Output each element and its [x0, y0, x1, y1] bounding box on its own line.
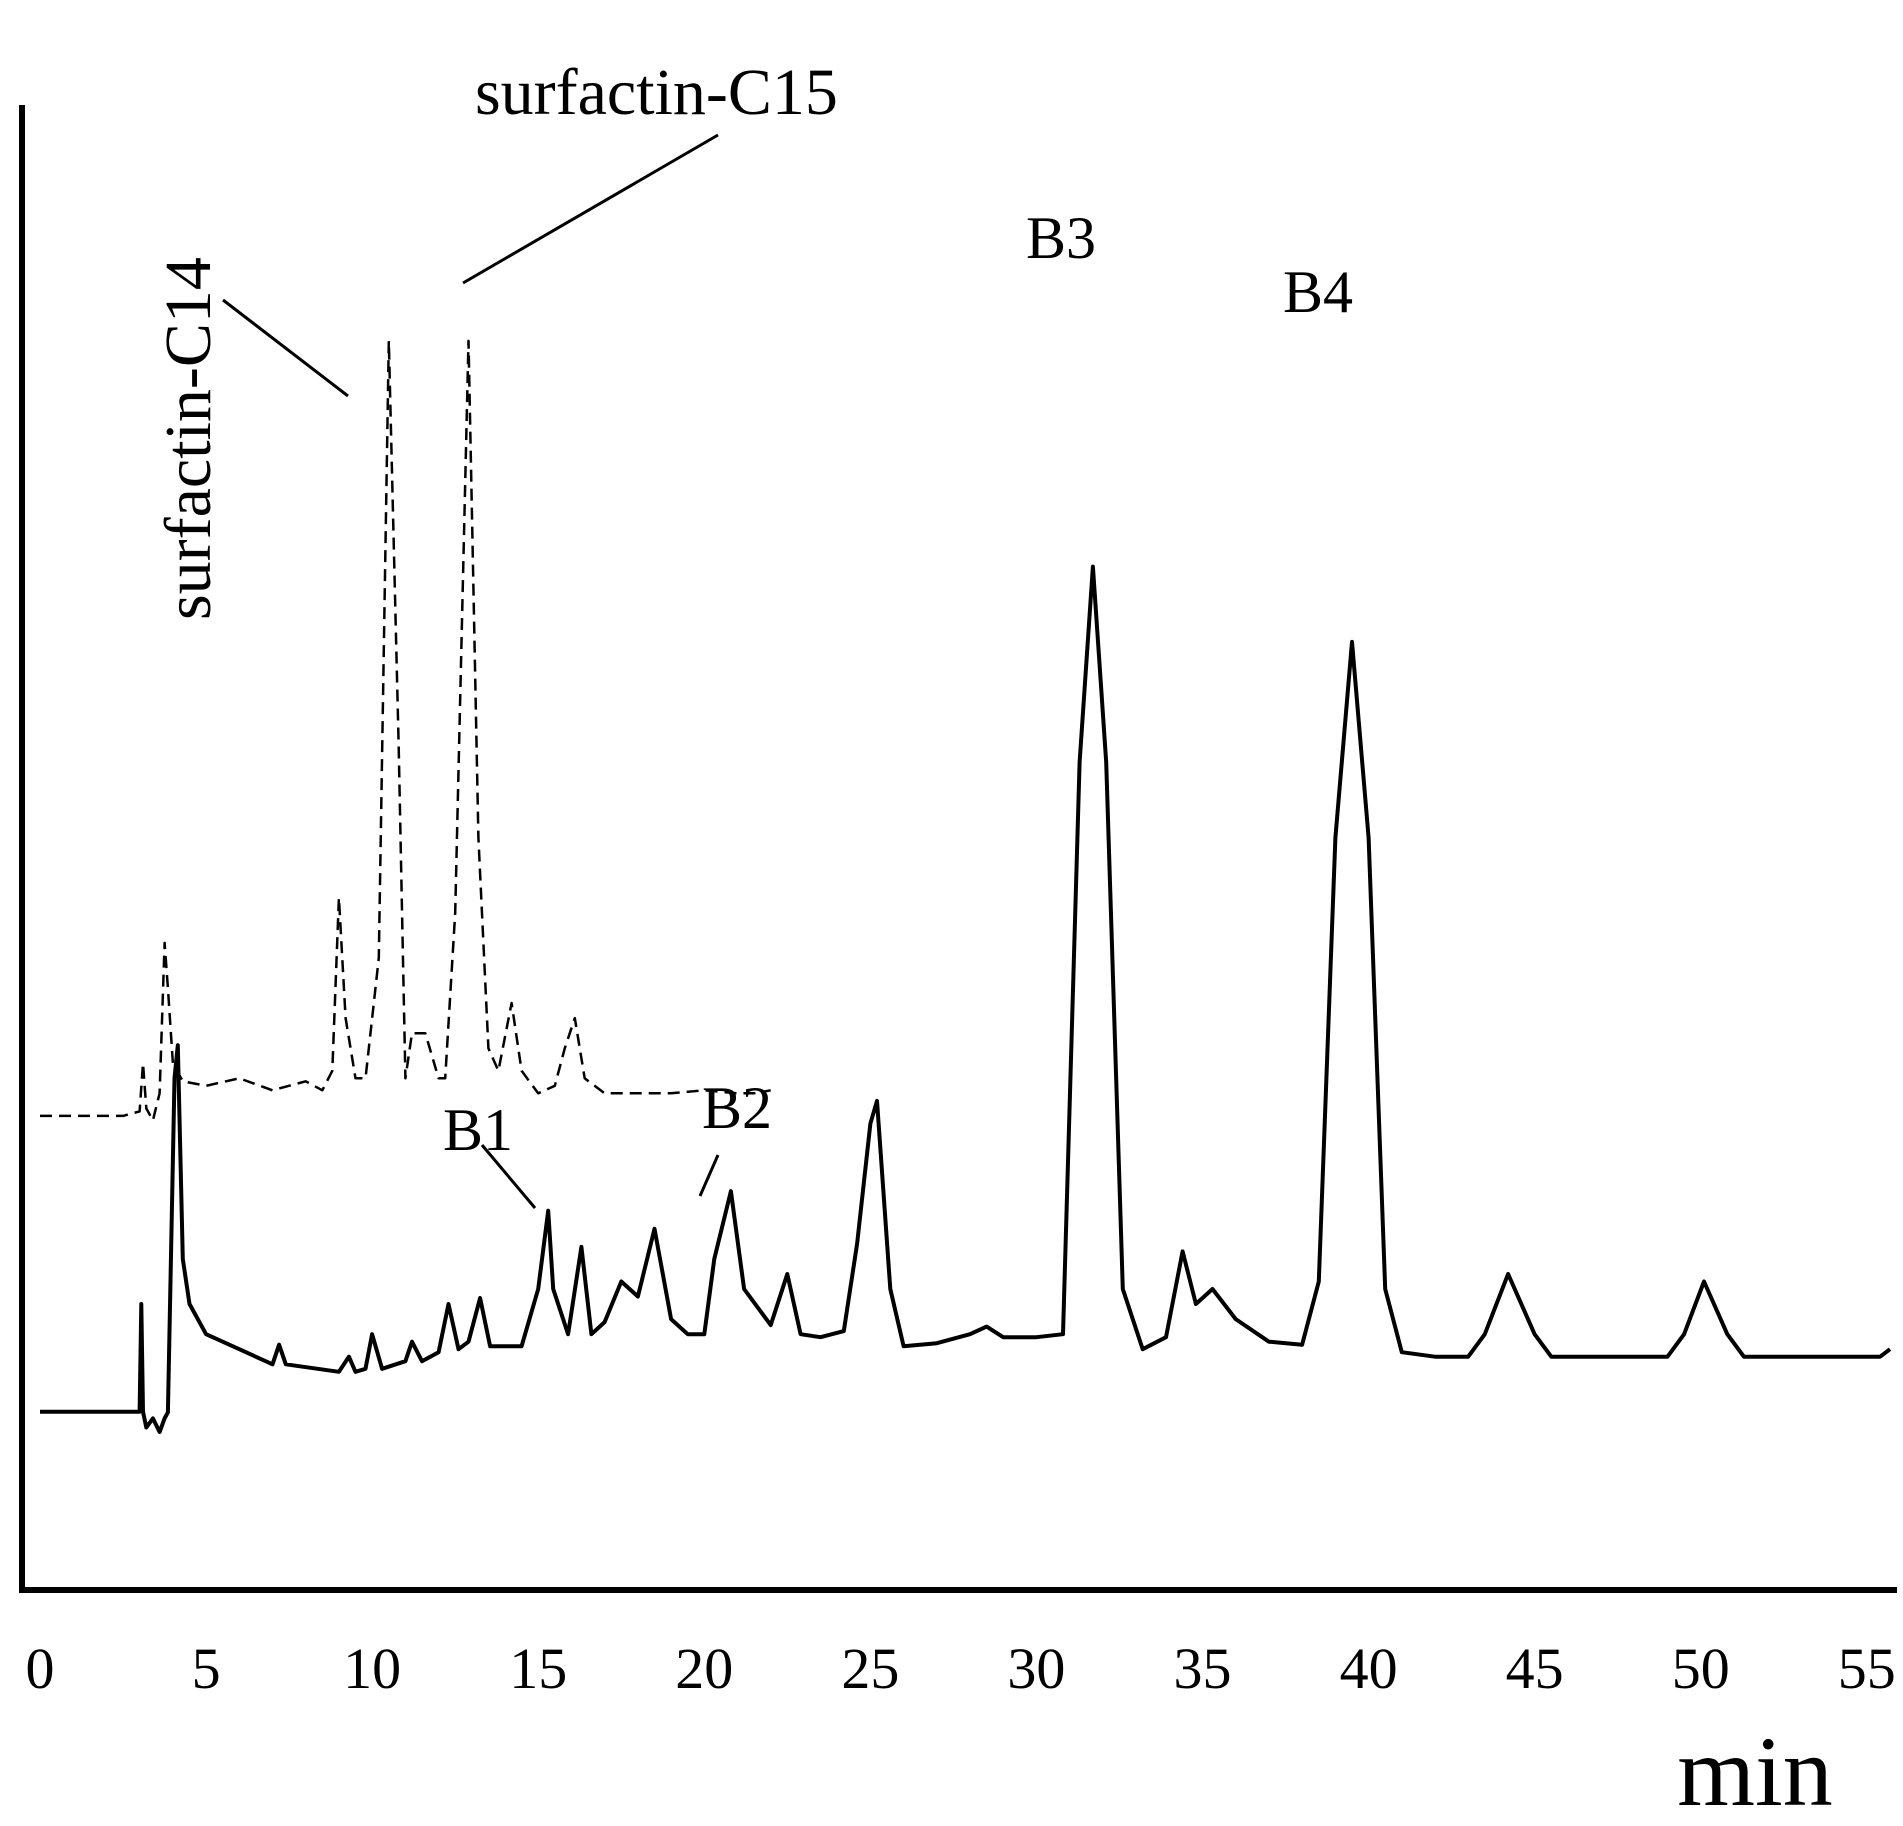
- annotation-b2: B2: [702, 1075, 772, 1141]
- x-axis-unit: min: [1677, 1716, 1833, 1826]
- annotation-leaders: [222, 133, 720, 1209]
- x-tick-label-55: 55: [1838, 1636, 1896, 1701]
- x-tick-label-5: 5: [192, 1636, 221, 1701]
- x-tick-label-30: 30: [1007, 1636, 1065, 1701]
- x-tick-label-0: 0: [26, 1636, 55, 1701]
- leader-b2: [698, 1154, 720, 1197]
- x-tick-labels: 0 5 10 15 20 25 30 35 40 45 50 55: [26, 1636, 1896, 1701]
- x-tick-label-20: 20: [675, 1636, 733, 1701]
- x-tick-label-10: 10: [343, 1636, 401, 1701]
- annotation-surfactin-c14: surfactin-C14: [152, 257, 225, 620]
- x-tick-label-25: 25: [841, 1636, 899, 1701]
- x-tick-label-15: 15: [509, 1636, 567, 1701]
- annotation-surfactin-c15: surfactin-C15: [475, 56, 838, 129]
- x-tick-label-40: 40: [1340, 1636, 1398, 1701]
- leader-c15: [462, 133, 719, 285]
- x-tick-label-50: 50: [1672, 1636, 1730, 1701]
- leader-c14: [222, 298, 349, 398]
- solid-trace-0: [40, 564, 1892, 1434]
- leader-b1: [480, 1144, 537, 1209]
- dashed-trace-1: [40, 339, 771, 1122]
- annotation-b1: B1: [443, 1097, 513, 1163]
- series-layer: [40, 339, 1892, 1434]
- x-tick-label-35: 35: [1174, 1636, 1232, 1701]
- x-tick-label-45: 45: [1506, 1636, 1564, 1701]
- annotation-b3: B3: [1026, 205, 1096, 271]
- annotation-b4: B4: [1283, 259, 1353, 325]
